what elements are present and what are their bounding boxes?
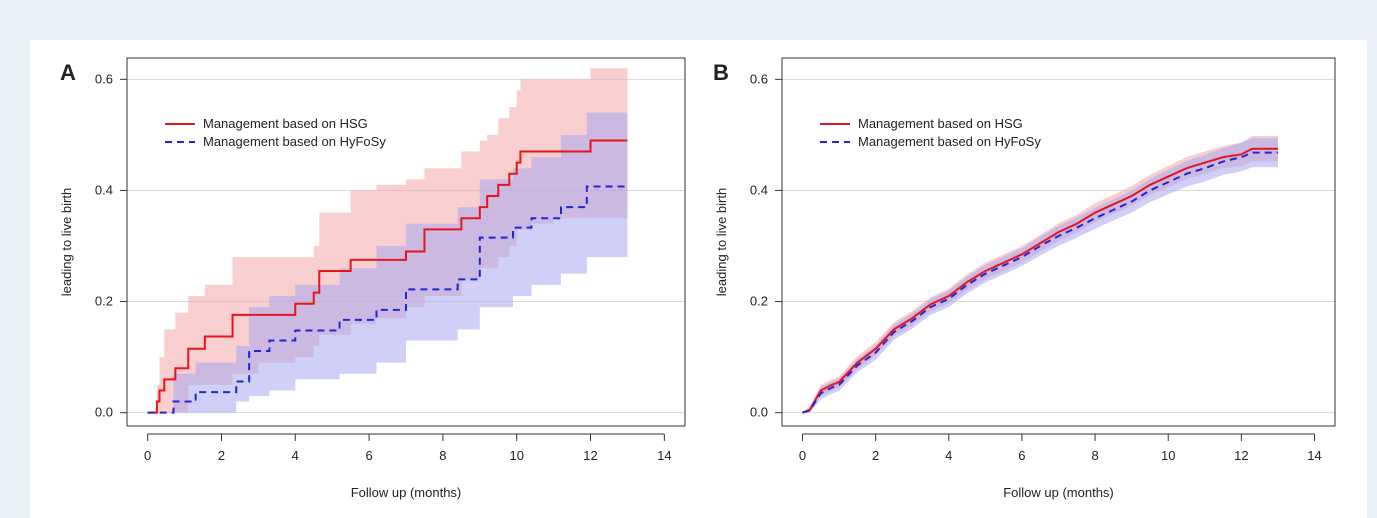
x-tick-label: 4 — [945, 448, 952, 463]
x-tick-label: 14 — [1307, 448, 1321, 463]
y-axis-label: leading to live birth — [59, 188, 74, 296]
x-tick-label: 8 — [1091, 448, 1098, 463]
chart-panel-b: B 0.0 0.2 0.4 0.6 0 2 4 6 8 10 12 14 Follow up (month… — [713, 57, 1336, 500]
x-tick-label: 10 — [1161, 448, 1175, 463]
panel-label: B — [713, 60, 729, 85]
plot-frame — [781, 57, 1336, 427]
legend-label-hsg: Management based on HSG — [858, 116, 1023, 131]
x-tick-label: 0 — [144, 448, 151, 463]
survival-charts: A 0.0 0.2 0.4 0.6 0 2 4 6 8 10 12 14 Follow up (month… — [59, 57, 1336, 500]
legend-label-hyfosy: Management based on HyFoSy — [858, 134, 1041, 149]
confidence-band-hyfosy — [802, 138, 1278, 413]
plot-frame — [126, 57, 686, 427]
x-tick-label: 12 — [583, 448, 597, 463]
x-tick-label: 10 — [509, 448, 523, 463]
panel-label: A — [60, 60, 76, 85]
y-tick-label: 0.0 — [750, 405, 768, 420]
x-tick-label: 0 — [799, 448, 806, 463]
x-tick-label: 2 — [218, 448, 225, 463]
y-tick-label: 0.2 — [95, 294, 113, 309]
y-tick-label: 0.2 — [750, 294, 768, 309]
y-axis-label: leading to live birth — [714, 188, 729, 296]
x-tick-label: 8 — [439, 448, 446, 463]
x-tick-label: 6 — [1018, 448, 1025, 463]
y-tick-label: 0.4 — [750, 182, 768, 197]
y-tick-label: 0.6 — [95, 71, 113, 86]
y-tick-label: 0.4 — [95, 182, 113, 197]
confidence-band-hyfosy — [147, 112, 628, 413]
legend-label-hyfosy: Management based on HyFoSy — [203, 134, 386, 149]
y-tick-label: 0.6 — [750, 71, 768, 86]
figure-panel: A 0.0 0.2 0.4 0.6 0 2 4 6 8 10 12 14 Follow up (month… — [30, 40, 1367, 518]
x-tick-label: 6 — [365, 448, 372, 463]
x-tick-label: 4 — [292, 448, 299, 463]
x-tick-label: 12 — [1234, 448, 1248, 463]
x-axis-label: Follow up (months) — [351, 485, 462, 500]
x-tick-label: 14 — [657, 448, 671, 463]
chart-panel-a: A 0.0 0.2 0.4 0.6 0 2 4 6 8 10 12 14 Follow up (month… — [59, 57, 686, 500]
y-tick-label: 0.0 — [95, 405, 113, 420]
series-line-hyfosy — [802, 151, 1278, 414]
x-axis-label: Follow up (months) — [1003, 485, 1114, 500]
series-line-hsg — [802, 147, 1278, 414]
x-tick-label: 2 — [872, 448, 879, 463]
legend-label-hsg: Management based on HSG — [203, 116, 368, 131]
series-line-hyfosy — [147, 185, 628, 414]
series-line-hsg — [147, 139, 628, 414]
